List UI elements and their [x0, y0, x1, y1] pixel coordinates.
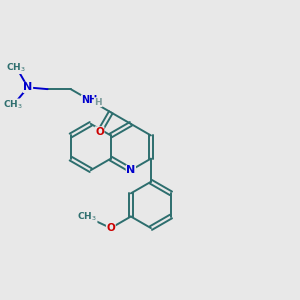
Text: O: O [95, 127, 104, 137]
Text: CH$_3$: CH$_3$ [3, 99, 23, 112]
Text: CH$_3$: CH$_3$ [77, 211, 97, 223]
Text: N: N [23, 82, 33, 92]
Text: NH: NH [81, 95, 98, 105]
Text: O: O [106, 223, 115, 233]
Text: H: H [94, 98, 102, 107]
Text: CH$_3$: CH$_3$ [7, 61, 26, 74]
Text: N: N [126, 165, 136, 175]
